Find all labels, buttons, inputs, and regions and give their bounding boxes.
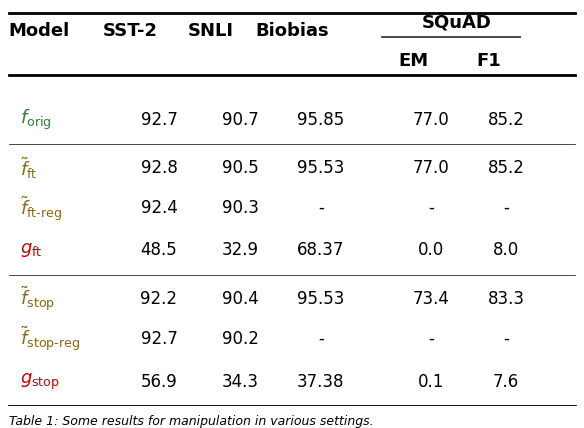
Text: EM: EM xyxy=(398,52,429,70)
Text: $\tilde{f}_{\mathrm{ft}}$: $\tilde{f}_{\mathrm{ft}}$ xyxy=(20,155,38,181)
Text: Biobias: Biobias xyxy=(255,22,329,40)
Text: 85.2: 85.2 xyxy=(488,159,524,177)
Text: F1: F1 xyxy=(477,52,501,70)
Text: 85.2: 85.2 xyxy=(488,110,524,128)
Text: $\tilde{f}_{\mathrm{stop}}$: $\tilde{f}_{\mathrm{stop}}$ xyxy=(20,285,55,313)
Text: -: - xyxy=(318,199,324,217)
Text: SQuAD: SQuAD xyxy=(422,14,492,32)
Text: 92.8: 92.8 xyxy=(141,159,178,177)
Text: 32.9: 32.9 xyxy=(221,241,259,259)
Text: 90.5: 90.5 xyxy=(221,159,258,177)
Text: 73.4: 73.4 xyxy=(412,290,449,308)
Text: 77.0: 77.0 xyxy=(412,110,449,128)
Text: 90.3: 90.3 xyxy=(221,199,258,217)
Text: 68.37: 68.37 xyxy=(297,241,345,259)
Text: 90.4: 90.4 xyxy=(221,290,258,308)
Text: -: - xyxy=(428,330,434,348)
Text: 92.7: 92.7 xyxy=(141,110,178,128)
Text: 95.53: 95.53 xyxy=(297,290,345,308)
Text: SNLI: SNLI xyxy=(188,22,234,40)
Text: 48.5: 48.5 xyxy=(141,241,178,259)
Text: Table 1: Some results for manipulation in various settings.: Table 1: Some results for manipulation i… xyxy=(9,415,373,428)
Text: 92.7: 92.7 xyxy=(141,330,178,348)
Text: 83.3: 83.3 xyxy=(488,290,524,308)
Text: -: - xyxy=(503,330,509,348)
Text: 95.53: 95.53 xyxy=(297,159,345,177)
Text: $f_{\mathrm{orig}}$: $f_{\mathrm{orig}}$ xyxy=(20,107,52,132)
Text: 0.1: 0.1 xyxy=(418,373,444,391)
Text: $\tilde{f}_{\mathrm{stop\text{-}reg}}$: $\tilde{f}_{\mathrm{stop\text{-}reg}}$ xyxy=(20,325,80,354)
Text: 92.2: 92.2 xyxy=(141,290,178,308)
Text: 0.0: 0.0 xyxy=(418,241,444,259)
Text: $g_{\mathrm{ft}}$: $g_{\mathrm{ft}}$ xyxy=(20,241,43,259)
Text: 90.2: 90.2 xyxy=(221,330,258,348)
Text: 7.6: 7.6 xyxy=(493,373,519,391)
Text: $\tilde{f}_{\mathrm{ft\text{-}reg}}$: $\tilde{f}_{\mathrm{ft\text{-}reg}}$ xyxy=(20,194,62,223)
Text: 77.0: 77.0 xyxy=(412,159,449,177)
Text: -: - xyxy=(318,330,324,348)
Text: 95.85: 95.85 xyxy=(297,110,345,128)
Text: 34.3: 34.3 xyxy=(221,373,259,391)
Text: 92.4: 92.4 xyxy=(141,199,178,217)
Text: -: - xyxy=(428,199,434,217)
Text: 56.9: 56.9 xyxy=(141,373,178,391)
Text: 37.38: 37.38 xyxy=(297,373,345,391)
Text: 90.7: 90.7 xyxy=(221,110,258,128)
Text: 8.0: 8.0 xyxy=(493,241,519,259)
Text: $g_{\mathrm{stop}}$: $g_{\mathrm{stop}}$ xyxy=(20,372,60,392)
Text: Model: Model xyxy=(9,22,70,40)
Text: -: - xyxy=(503,199,509,217)
Text: SST-2: SST-2 xyxy=(103,22,158,40)
